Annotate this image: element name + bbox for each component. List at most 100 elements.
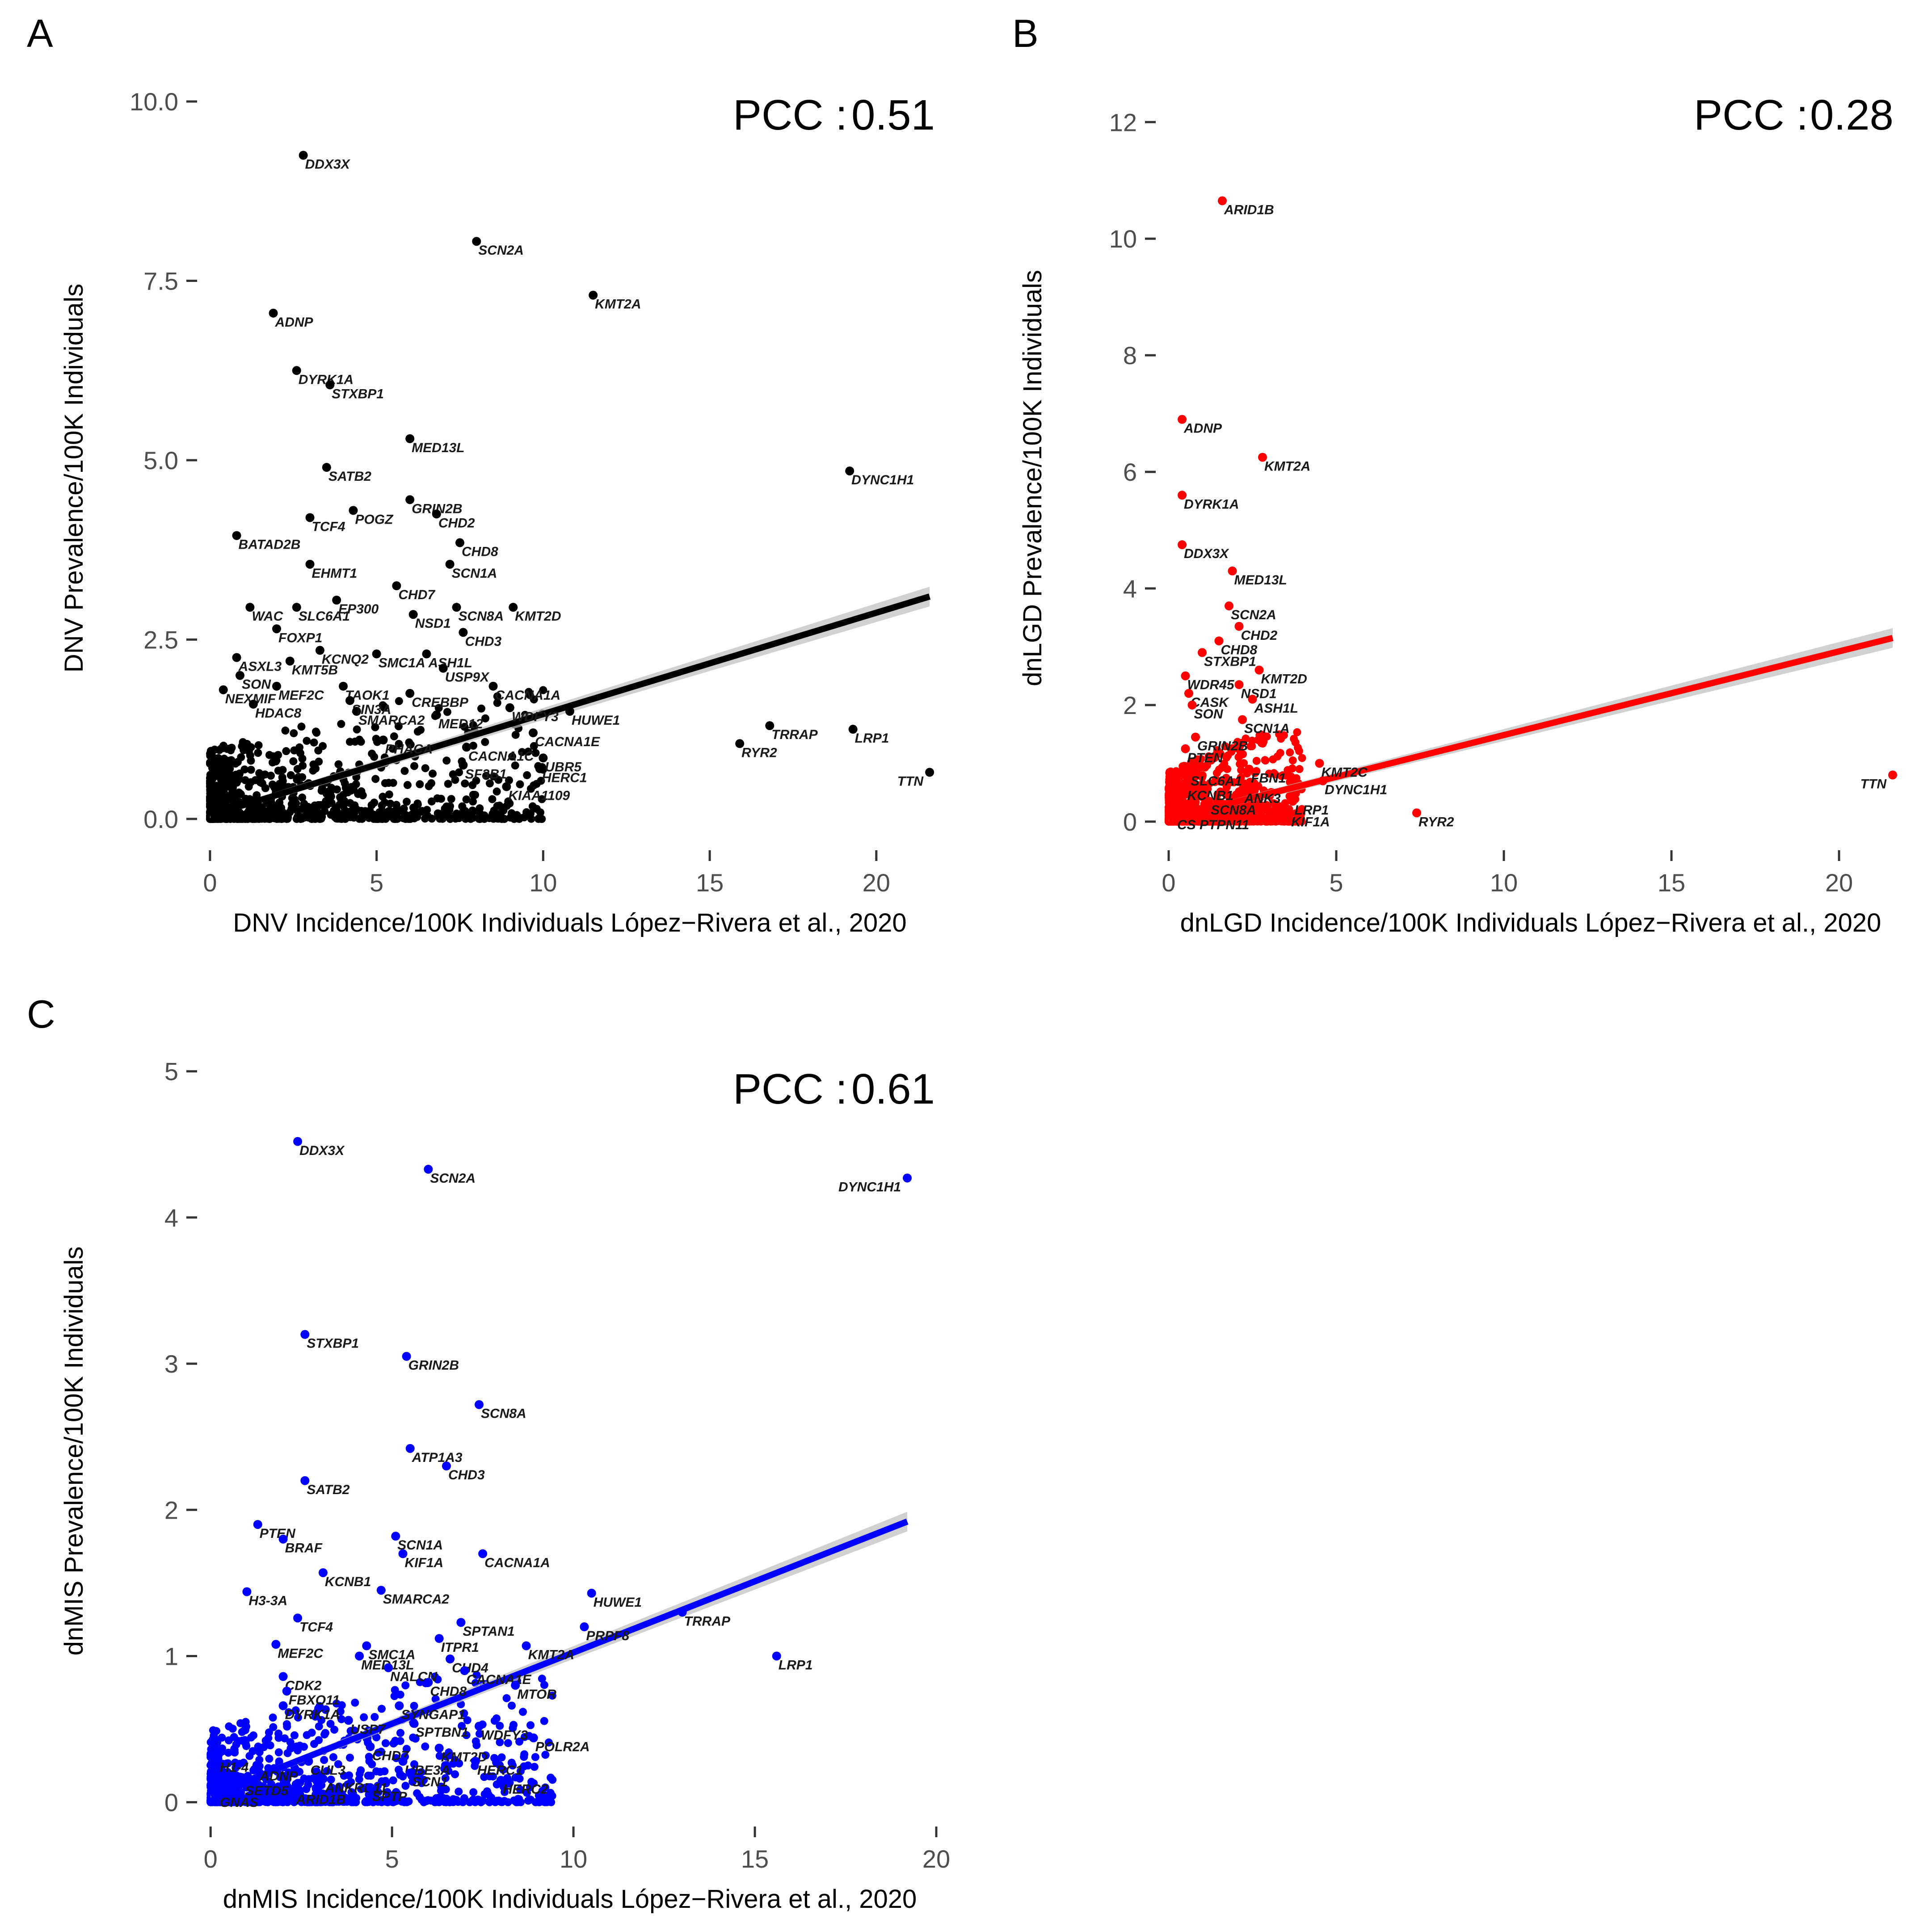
background-point xyxy=(1204,785,1212,793)
background-point xyxy=(396,1729,404,1737)
background-point xyxy=(209,1726,217,1734)
background-point xyxy=(1197,755,1205,763)
background-point xyxy=(206,752,215,760)
y-axis-title: dnMIS Prevalence/100K Individuals xyxy=(59,1247,88,1656)
background-point xyxy=(443,708,451,716)
unlabeled-points xyxy=(206,1671,557,1806)
gene-label: PTEN xyxy=(1187,751,1224,765)
background-point xyxy=(510,815,518,823)
background-point xyxy=(218,1734,226,1742)
background-point xyxy=(318,784,326,793)
background-point xyxy=(241,776,249,785)
gene-point xyxy=(300,1330,310,1339)
background-point xyxy=(1220,789,1229,798)
gene-point xyxy=(332,596,341,605)
background-point xyxy=(1165,769,1174,777)
background-point xyxy=(1287,772,1295,781)
gene-point xyxy=(272,681,281,691)
background-point xyxy=(435,813,443,821)
gene-label: LRP1 xyxy=(1295,803,1329,818)
background-point xyxy=(445,806,454,814)
background-point xyxy=(1177,789,1186,797)
background-point xyxy=(311,1712,320,1721)
gene-label: EP300 xyxy=(338,602,379,617)
background-point xyxy=(231,775,240,784)
background-point xyxy=(267,1780,276,1789)
background-point xyxy=(1269,755,1277,764)
gene-point xyxy=(511,1680,520,1690)
background-point xyxy=(218,1796,227,1805)
background-point xyxy=(442,1785,450,1793)
background-point xyxy=(224,1748,232,1757)
background-point xyxy=(498,1798,506,1806)
gene-label: KMT2D xyxy=(1261,672,1307,687)
background-point xyxy=(1297,805,1306,813)
background-point xyxy=(371,775,380,783)
background-point xyxy=(379,793,387,801)
gene-label: SCN2A xyxy=(430,1171,476,1186)
gene-point xyxy=(409,1718,418,1728)
background-point xyxy=(395,739,403,748)
background-point xyxy=(327,784,336,792)
gene-label: CUL3 xyxy=(310,1763,345,1778)
x-tick-label: 5 xyxy=(370,869,383,897)
gene-point xyxy=(248,699,258,709)
gene-point xyxy=(282,1686,291,1696)
gene-point xyxy=(272,624,281,634)
gene-label: ARID1B xyxy=(1224,202,1274,217)
background-point xyxy=(346,1753,354,1762)
background-point xyxy=(334,1760,342,1768)
background-point xyxy=(1295,765,1304,773)
gene-label: CACNA1A xyxy=(484,1555,550,1570)
background-point xyxy=(1290,735,1298,743)
gene-label: TRRAP xyxy=(771,727,818,742)
background-point xyxy=(502,802,511,810)
y-tick-label: 7.5 xyxy=(143,267,178,295)
background-point xyxy=(421,1742,429,1751)
background-point xyxy=(1204,752,1213,760)
background-point xyxy=(401,1781,410,1790)
gene-label: CHD2 xyxy=(438,516,475,530)
gene-point xyxy=(395,1701,404,1710)
gene-label: SMARCA2 xyxy=(383,1592,450,1607)
background-point xyxy=(278,815,286,823)
background-point xyxy=(278,780,287,789)
background-point xyxy=(520,1762,528,1771)
background-point xyxy=(320,1756,328,1764)
gene-point xyxy=(455,538,464,547)
background-point xyxy=(335,801,344,809)
background-point xyxy=(493,692,501,701)
gene-label: SON xyxy=(242,677,271,692)
gene-point xyxy=(522,1641,531,1650)
background-point xyxy=(435,1751,444,1760)
background-point xyxy=(404,815,413,823)
background-point xyxy=(323,1767,331,1775)
background-point xyxy=(319,742,327,750)
gene-point xyxy=(459,760,468,770)
background-point xyxy=(1213,790,1222,798)
background-point xyxy=(468,781,477,789)
background-point xyxy=(282,747,290,756)
gene-point xyxy=(285,656,295,666)
y-tick-label: 5 xyxy=(164,1058,178,1086)
gene-point xyxy=(475,1722,484,1731)
gene-label: KMT2D xyxy=(515,609,561,624)
background-point xyxy=(314,801,323,809)
gene-point xyxy=(236,671,244,680)
background-point xyxy=(401,1681,410,1690)
gene-point xyxy=(1214,636,1224,646)
gene-label: DDX3X xyxy=(305,157,351,172)
background-point xyxy=(514,1795,522,1803)
background-point xyxy=(526,1721,535,1730)
gene-point xyxy=(322,463,331,472)
x-tick-label: 10 xyxy=(529,869,557,897)
gene-point xyxy=(1285,808,1294,818)
background-point xyxy=(303,1731,311,1739)
background-point xyxy=(406,740,415,749)
background-point xyxy=(1187,758,1195,766)
panel-letter: C xyxy=(27,992,55,1036)
background-point xyxy=(423,806,431,814)
background-point xyxy=(357,806,366,815)
gene-point xyxy=(845,466,854,476)
